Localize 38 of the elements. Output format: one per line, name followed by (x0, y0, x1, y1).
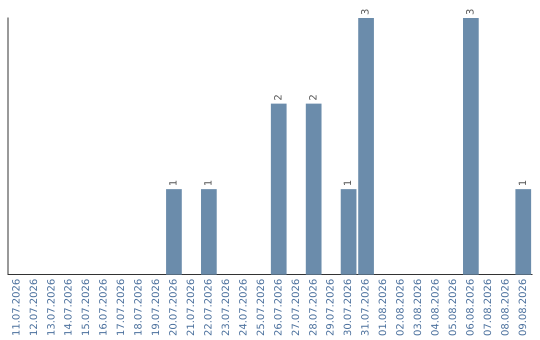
x-tick-label: 26.07.2026 (273, 278, 284, 336)
x-tick-label: 31.07.2026 (360, 278, 372, 336)
x-tick-label: 07.08.2026 (482, 278, 494, 336)
data-label: 1 (168, 180, 180, 186)
data-label: 1 (518, 180, 529, 186)
x-tick-label: 21.07.2026 (186, 278, 197, 336)
x-tick-label: 20.07.2026 (168, 278, 180, 336)
data-label: 2 (273, 94, 284, 101)
data-label: 2 (308, 94, 320, 101)
x-tick-label: 06.08.2026 (465, 278, 476, 336)
x-tick-label: 17.07.2026 (116, 278, 128, 336)
x-tick-label: 28.07.2026 (308, 278, 320, 336)
data-label: 3 (360, 8, 372, 15)
x-tick-label: 15.07.2026 (81, 278, 92, 336)
x-tick-label: 03.08.2026 (413, 278, 424, 336)
x-tick-label: 22.07.2026 (203, 278, 214, 336)
x-tick-label: 11.07.2026 (11, 278, 22, 336)
x-tick-label: 24.07.2026 (238, 278, 250, 336)
x-tick-label: 30.07.2026 (343, 278, 354, 336)
data-label: 3 (465, 8, 476, 15)
x-tick-label: 02.08.2026 (396, 278, 407, 336)
x-tick-label: 04.08.2026 (430, 278, 442, 336)
x-tick-label: 13.07.2026 (46, 278, 58, 336)
x-tick-label: 01.08.2026 (378, 278, 390, 336)
x-tick-label: 19.07.2026 (151, 278, 162, 336)
x-tick-label: 05.08.2026 (448, 278, 459, 336)
x-tick-label: 23.07.2026 (220, 278, 232, 336)
x-tick-label: 27.07.2026 (290, 278, 302, 336)
x-tick-label: 14.07.2026 (64, 278, 75, 336)
x-tick-label: 29.07.2026 (326, 278, 337, 336)
x-tick-label: 18.07.2026 (134, 278, 145, 336)
data-label: 1 (343, 180, 354, 186)
x-tick-label: 12.07.2026 (28, 278, 40, 336)
x-tick-label: 25.07.2026 (256, 278, 267, 336)
data-label: 1 (203, 180, 214, 186)
x-tick-label: 09.08.2026 (518, 278, 529, 336)
x-tick-label: 16.07.2026 (98, 278, 110, 336)
x-tick-label: 08.08.2026 (500, 278, 512, 336)
